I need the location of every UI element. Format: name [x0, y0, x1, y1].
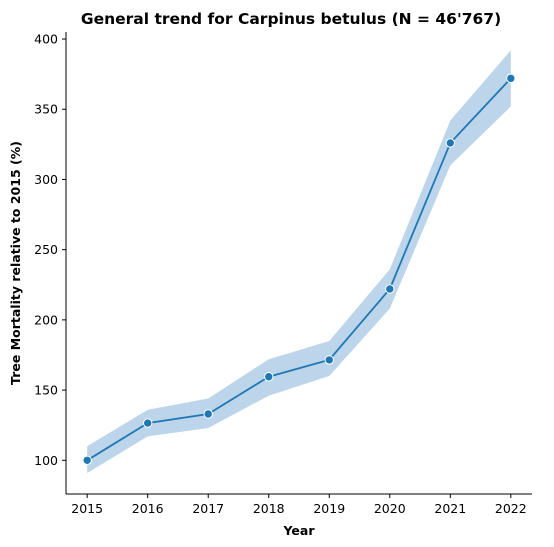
x-axis-ticks: 2015 2016 2017 2018 2019 2020 2021 2022 [71, 494, 527, 516]
x-tick-label: 2018 [253, 501, 285, 516]
x-tick-label: 2015 [71, 501, 103, 516]
y-tick-label: 200 [34, 312, 58, 327]
x-tick-label: 2017 [192, 501, 224, 516]
y-tick-label: 250 [34, 242, 58, 257]
y-tick-label: 400 [34, 32, 58, 47]
series-line [86, 77, 512, 462]
y-tick-label: 150 [34, 383, 58, 398]
data-point [82, 455, 92, 465]
confidence-band [87, 50, 511, 473]
data-point [264, 372, 274, 382]
chart-title: General trend for Carpinus betulus (N = … [81, 10, 501, 28]
x-tick-label: 2016 [132, 501, 164, 516]
y-axis-ticks: 100 150 200 250 300 350 400 [34, 32, 66, 468]
y-tick-label: 100 [34, 453, 58, 468]
x-tick-label: 2020 [374, 501, 406, 516]
data-point [385, 284, 395, 294]
plot-area [82, 50, 516, 473]
data-point [143, 418, 153, 428]
data-markers [82, 73, 516, 465]
x-tick-label: 2021 [434, 501, 466, 516]
y-tick-label: 300 [34, 172, 58, 187]
data-point [324, 355, 334, 365]
data-point [445, 138, 455, 148]
data-point [203, 409, 213, 419]
y-tick-label: 350 [34, 102, 58, 117]
y-axis-label: Tree Mortality relative to 2015 (%) [8, 141, 23, 385]
x-axis-label: Year [283, 523, 316, 538]
x-tick-label: 2022 [495, 501, 527, 516]
data-point [506, 73, 516, 84]
x-tick-label: 2019 [313, 501, 345, 516]
